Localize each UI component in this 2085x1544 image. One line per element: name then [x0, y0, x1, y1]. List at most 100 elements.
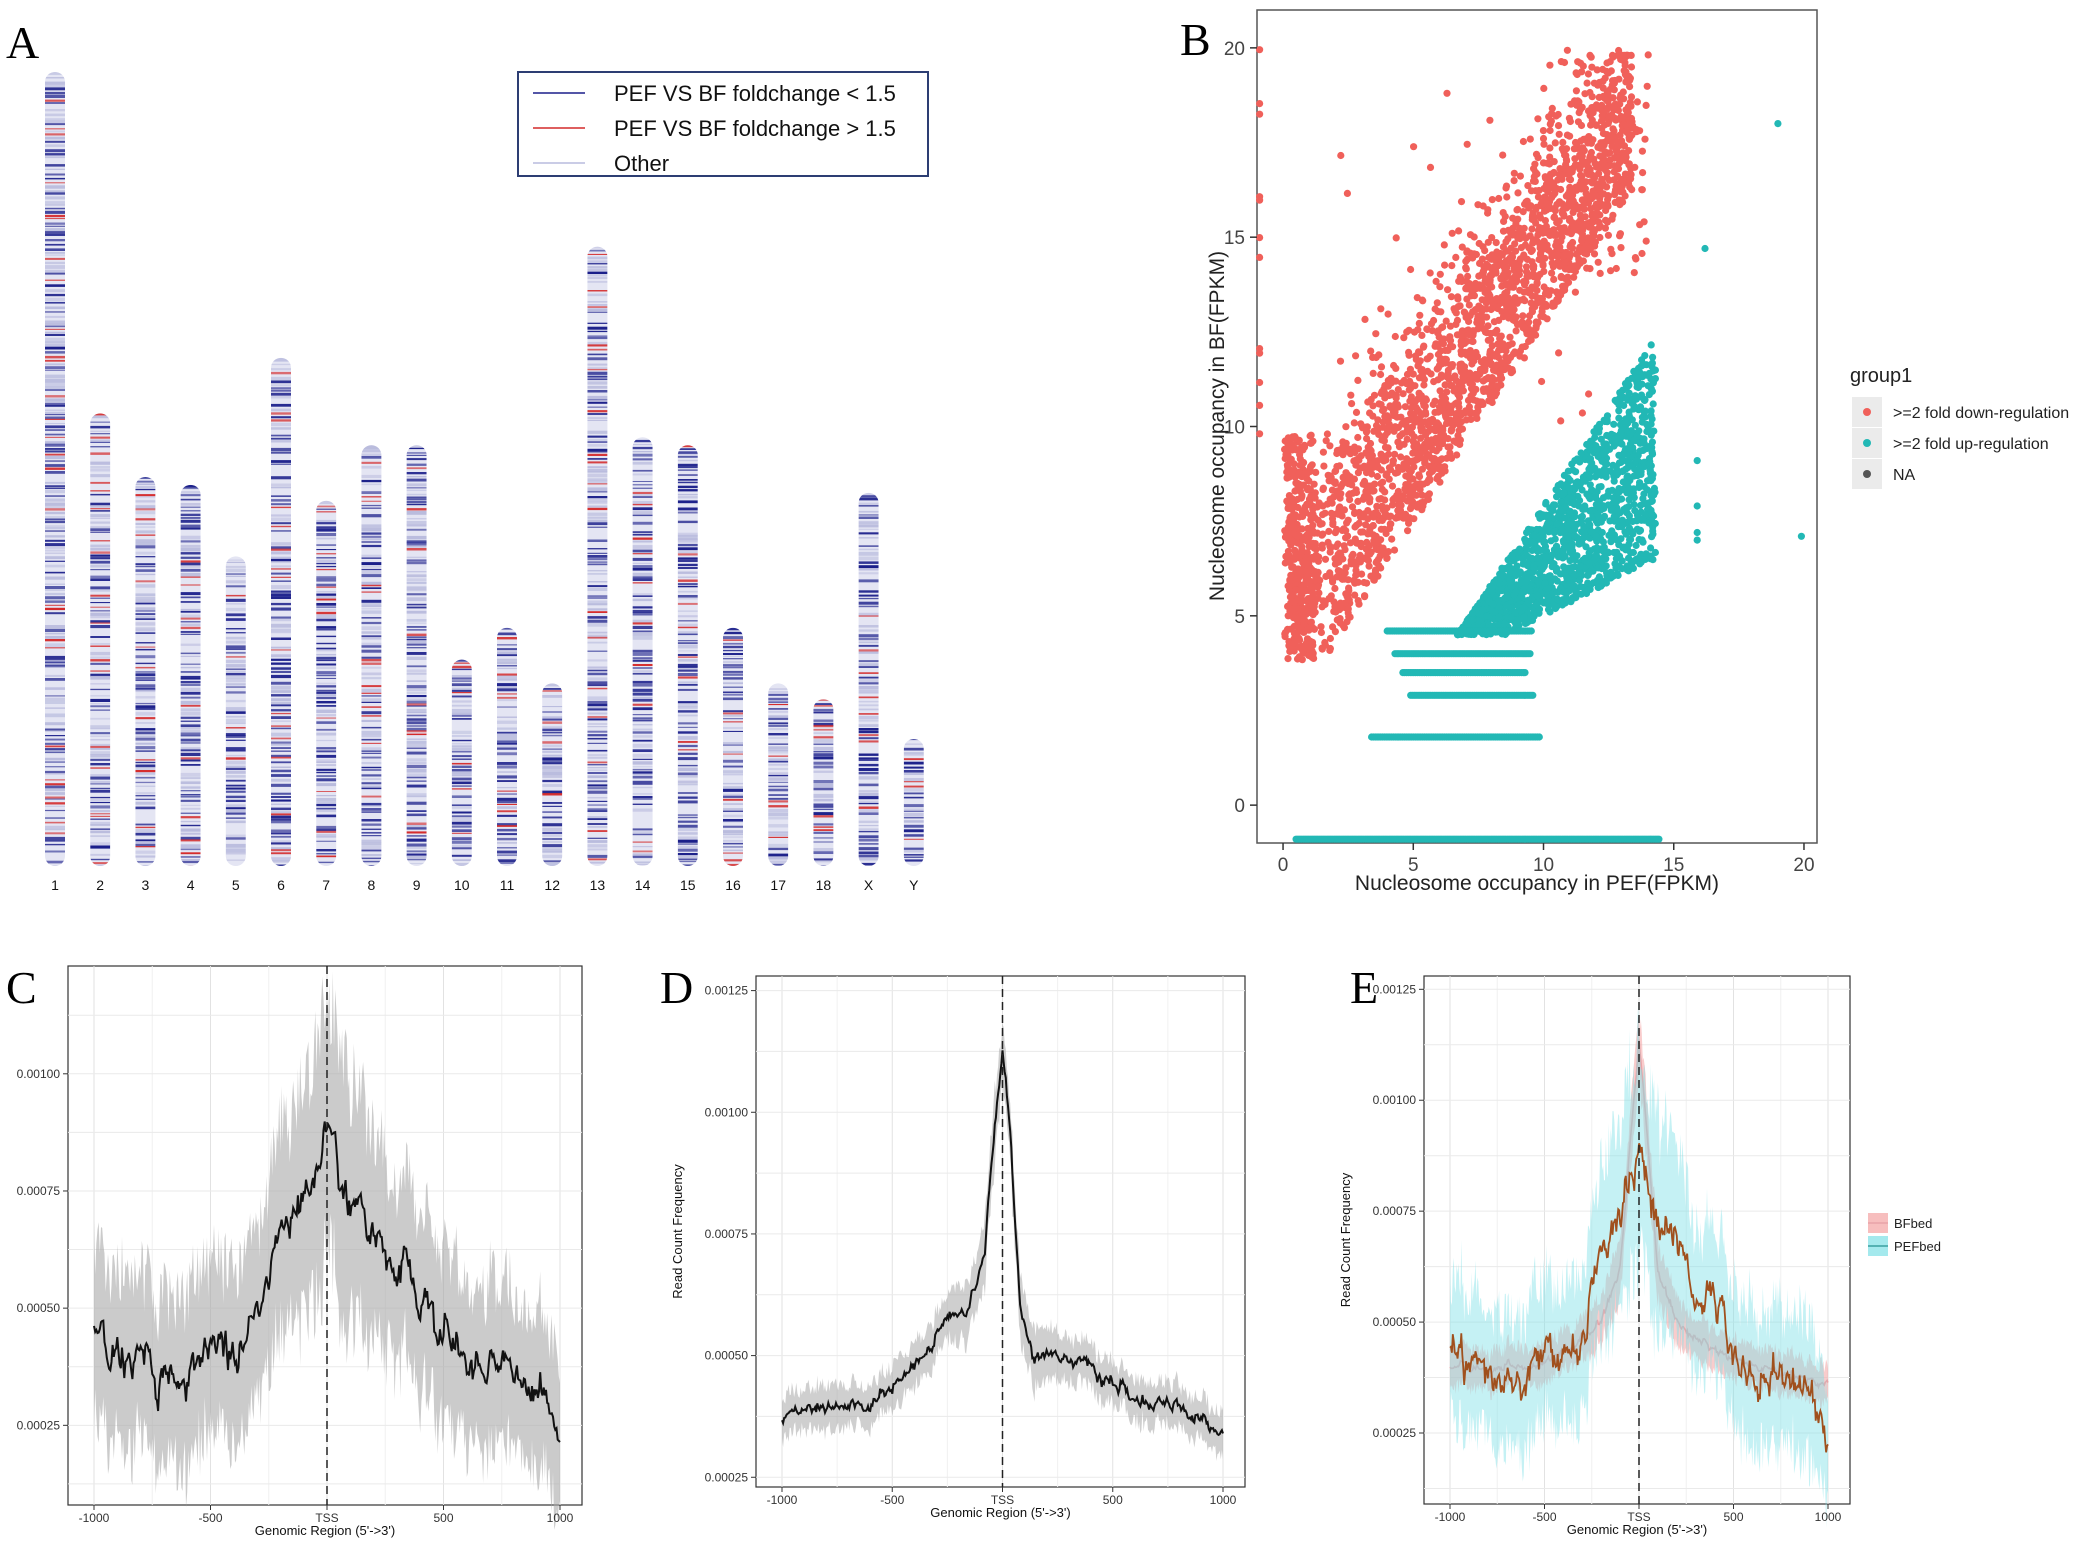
- scatter-point: [1443, 388, 1451, 396]
- scatter-point: [1533, 170, 1541, 178]
- scatter-point: [1332, 608, 1340, 616]
- scatter-point: [1507, 613, 1515, 622]
- scatter-point: [1611, 198, 1619, 206]
- scatter-point: [1354, 597, 1362, 605]
- scatter-point: [1293, 630, 1301, 639]
- chromosome-18: [813, 699, 834, 867]
- scatter-point: [1520, 613, 1528, 621]
- scatter-point: [1423, 325, 1431, 334]
- scatter-point: [1450, 387, 1458, 395]
- chromosome-10: [451, 659, 472, 866]
- scatter-y-tick-label: 0: [1234, 796, 1245, 817]
- scatter-point: [1464, 349, 1472, 357]
- scatter-point: [1256, 378, 1264, 387]
- scatter-point: [1406, 397, 1414, 405]
- scatter-point: [1586, 51, 1594, 60]
- scatter-point: [1469, 254, 1477, 262]
- scatter-point: [1591, 464, 1599, 472]
- scatter-point: [1543, 598, 1552, 606]
- scatter-point: [1309, 611, 1317, 619]
- scatter-point: [1613, 507, 1621, 515]
- scatter-point: [1596, 233, 1604, 242]
- chromosome-15: [677, 445, 698, 866]
- scatter-point: [1566, 183, 1574, 191]
- scatter-point: [1310, 480, 1318, 488]
- scatter-point: [1556, 224, 1564, 232]
- scatter-point: [1303, 475, 1311, 483]
- scatter-point: [1594, 81, 1602, 89]
- scatter-point: [1483, 358, 1491, 366]
- scatter-point: [1599, 77, 1607, 85]
- scatter-point: [1352, 352, 1360, 360]
- scatter-point: [1405, 471, 1413, 479]
- scatter-point: [1480, 593, 1488, 601]
- scatter-point: [1590, 428, 1598, 436]
- scatter-point: [1533, 286, 1541, 294]
- scatter-point: [1451, 372, 1459, 380]
- scatter-point: [1599, 65, 1607, 73]
- scatter-point: [1610, 442, 1618, 450]
- scatter-point: [1576, 151, 1584, 159]
- scatter-point: [1540, 84, 1548, 92]
- scatter-y-tick-label: 20: [1224, 39, 1245, 60]
- scatter-point: [1332, 543, 1340, 551]
- scatter-point: [1425, 462, 1433, 470]
- scatter-point: [1569, 208, 1577, 216]
- scatter-point: [1638, 249, 1646, 258]
- scatter-point: [1650, 375, 1658, 383]
- scatter-point: [1552, 112, 1560, 120]
- scatter-point: [1392, 234, 1400, 242]
- scatter-point: [1543, 302, 1551, 310]
- scatter-point: [1581, 477, 1589, 485]
- scatter-point: [1374, 572, 1382, 580]
- scatter-point: [1649, 527, 1657, 535]
- scatter-point: [1607, 267, 1615, 275]
- scatter-point: [1331, 560, 1339, 568]
- scatter-point: [1493, 295, 1501, 303]
- scatter-point: [1441, 381, 1449, 389]
- scatter-point: [1326, 646, 1334, 655]
- scatter-point: [1533, 280, 1541, 288]
- scatter-point: [1290, 639, 1298, 648]
- scatter-point: [1292, 479, 1300, 487]
- scatter-point: [1592, 101, 1601, 109]
- scatter-point: [1633, 98, 1641, 106]
- scatter-point: [1421, 402, 1429, 410]
- panel-label-b: B: [1180, 14, 1211, 65]
- scatter-point: [1635, 381, 1643, 389]
- scatter-point: [1326, 442, 1334, 450]
- scatter-point: [1444, 435, 1452, 443]
- scatter-point: [1646, 466, 1654, 474]
- scatter-point: [1493, 326, 1501, 334]
- scatter-point: [1693, 502, 1701, 510]
- scatter-point: [1326, 569, 1334, 577]
- scatter-point: [1358, 570, 1366, 578]
- scatter-point: [1626, 119, 1634, 127]
- scatter-point: [1596, 152, 1604, 160]
- scatter-point: [1520, 354, 1528, 362]
- scatter-point: [1377, 401, 1385, 409]
- scatter-point: [1444, 286, 1452, 294]
- profile-y-tick-label: 0.00100: [1373, 1093, 1417, 1107]
- scatter-point: [1539, 127, 1547, 135]
- scatter-point: [1454, 293, 1462, 301]
- scatter-point: [1526, 135, 1534, 143]
- scatter-x-tick-label: 10: [1533, 855, 1554, 876]
- scatter-point: [1393, 493, 1401, 501]
- profile-x-axis-title: Genomic Region (5'->3'): [1567, 1522, 1707, 1537]
- scatter-point: [1591, 238, 1599, 246]
- scatter-point: [1503, 591, 1511, 599]
- scatter-point: [1553, 238, 1561, 246]
- legend-label-blue: PEF VS BF foldchange < 1.5: [614, 81, 896, 106]
- scatter-point: [1566, 476, 1574, 485]
- scatter-point: [1373, 545, 1381, 554]
- profile-y-tick-label: 0.00075: [1373, 1204, 1417, 1218]
- scatter-point: [1592, 442, 1600, 450]
- scatter-point: [1377, 450, 1385, 458]
- scatter-point: [1586, 265, 1594, 273]
- scatter-point: [1570, 202, 1578, 211]
- scatter-point: [1571, 532, 1579, 540]
- scatter-point: [1503, 288, 1511, 296]
- scatter-point: [1575, 576, 1584, 585]
- scatter-point: [1355, 519, 1363, 528]
